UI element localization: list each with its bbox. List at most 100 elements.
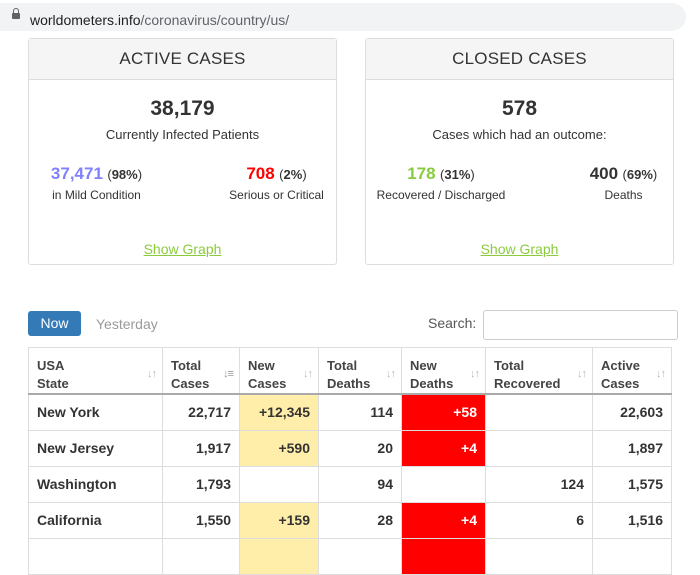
active-cases-panel: ACTIVE CASES 38,179 Currently Infected P… [28,38,337,265]
col-state[interactable]: USA State ↓↑ [28,347,163,395]
cell-new-deaths: +4 [401,501,486,539]
serious-pct: 2% [283,167,303,182]
col-total-cases-line1: Total [171,358,202,373]
cell-total-deaths: 20 [318,429,402,467]
cell-new-cases [239,465,319,503]
table-header-row: USA State ↓↑ Total Cases ↓≡ New Cases ↓↑ Total… [28,347,672,395]
cell-new-cases [239,537,319,575]
col-new-deaths-line2: Deaths [410,376,454,391]
tab-now[interactable]: Now [28,311,81,336]
sort-desc-icon: ↓≡ [223,368,234,380]
mild-label: in Mild Condition [52,188,141,202]
cell-state[interactable]: New York [28,393,163,431]
serious-condition-stat: 708 (2%) Serious or Critical [219,164,334,202]
url-domain: worldometers.info [30,12,141,28]
col-active-cases-line1: Active [601,358,641,373]
col-state-line1: USA [37,358,65,373]
closed-cases-panel: CLOSED CASES 578 Cases which had an outc… [365,38,674,265]
closed-cases-total: 578 [501,97,538,120]
cell-total-cases [162,537,240,575]
cell-active-cases: 1,575 [592,465,672,503]
mild-condition-stat: 37,471 (98%) in Mild Condition [39,164,154,202]
cell-total-recovered: 6 [485,501,593,539]
col-total-recovered[interactable]: Total Recovered ↓↑ [485,347,593,395]
url-path: /coronavirus/country/us/ [140,12,290,28]
table-row: Washington 1,793 94 124 1,575 [28,465,672,503]
browser-address-bar[interactable]: worldometers.info/coronavirus/country/us… [0,0,700,34]
col-total-deaths[interactable]: Total Deaths ↓↑ [318,347,402,395]
cell-new-cases: +590 [239,429,319,467]
cell-active-cases: 22,603 [592,393,672,431]
url-text[interactable]: worldometers.info/coronavirus/country/us… [30,12,289,28]
col-state-line2: State [37,376,69,391]
tab-yesterday[interactable]: Yesterday [96,316,158,332]
col-new-cases[interactable]: New Cases ↓↑ [239,347,319,395]
cell-total-cases: 22,717 [162,393,240,431]
mild-pct: 98% [111,167,138,182]
closed-show-graph-link[interactable]: Show Graph [480,241,559,257]
col-new-cases-line2: Cases [248,376,287,391]
col-total-recovered-line1: Total [494,358,525,373]
states-table: USA State ↓↑ Total Cases ↓≡ New Cases ↓↑ Total… [28,347,672,575]
serious-label: Serious or Critical [229,188,324,202]
col-new-deaths-line1: New [410,358,437,373]
col-total-deaths-line2: Deaths [327,376,371,391]
table-row [28,537,672,575]
cell-new-deaths [401,465,486,503]
recovered-value: 178 [407,164,436,183]
active-cases-total-label: Currently Infected Patients [105,127,260,142]
cell-state[interactable]: New Jersey [28,429,163,467]
sort-icon: ↓↑ [470,368,480,380]
col-total-cases[interactable]: Total Cases ↓≡ [162,347,240,395]
cell-total-recovered: 124 [485,465,593,503]
recovered-pct: 31% [444,167,471,182]
active-show-graph-link[interactable]: Show Graph [143,241,222,257]
cell-state[interactable]: Washington [28,465,163,503]
cell-new-cases: +159 [239,501,319,539]
table-row: California 1,550 +159 28 +4 6 1,516 [28,501,672,539]
url-field[interactable]: worldometers.info/coronavirus/country/us… [0,3,686,31]
deaths-pct-wrap: (69%) [622,167,658,182]
cell-total-cases: 1,917 [162,429,240,467]
search-label: Search: [428,315,477,331]
cell-active-cases: 1,516 [592,501,672,539]
closed-cases-title: CLOSED CASES [366,39,673,80]
cell-total-recovered [485,393,593,431]
sort-icon: ↓↑ [656,368,666,380]
cell-total-cases: 1,793 [162,465,240,503]
cell-total-recovered [485,429,593,467]
cell-active-cases: 1,897 [592,429,672,467]
closed-cases-total-label: Cases which had an outcome: [432,127,607,142]
serious-value: 708 [246,164,275,183]
cell-total-cases: 1,550 [162,501,240,539]
lock-icon [12,8,20,19]
sort-icon: ↓↑ [303,368,313,380]
col-total-cases-line2: Cases [171,376,210,391]
col-new-deaths[interactable]: New Deaths ↓↑ [401,347,486,395]
sort-icon: ↓↑ [386,368,396,380]
cell-new-cases: +12,345 [239,393,319,431]
search-input[interactable] [483,310,678,340]
cell-state[interactable] [28,537,163,575]
cell-active-cases [592,537,672,575]
cell-total-deaths: 28 [318,501,402,539]
sort-icon: ↓↑ [577,368,587,380]
recovered-pct-wrap: (31%) [440,167,475,182]
cell-new-deaths: +4 [401,429,486,467]
col-total-deaths-line1: Total [327,358,358,373]
col-new-cases-line1: New [248,358,275,373]
cell-state[interactable]: California [28,501,163,539]
cell-total-deaths: 114 [318,393,402,431]
col-active-cases[interactable]: Active Cases ↓↑ [592,347,672,395]
active-cases-total: 38,179 [150,97,215,120]
deaths-label: Deaths [604,188,643,202]
cell-total-deaths [318,537,402,575]
serious-pct-wrap: (2%) [279,167,307,182]
mild-pct-wrap: (98%) [107,167,143,182]
active-cases-title: ACTIVE CASES [29,39,336,80]
recovered-stat: 178 (31%) Recovered / Discharged [371,164,511,202]
col-active-cases-line2: Cases [601,376,640,391]
col-total-recovered-line2: Recovered [494,376,561,391]
sort-icon: ↓↑ [147,368,157,380]
cell-new-deaths [401,537,486,575]
